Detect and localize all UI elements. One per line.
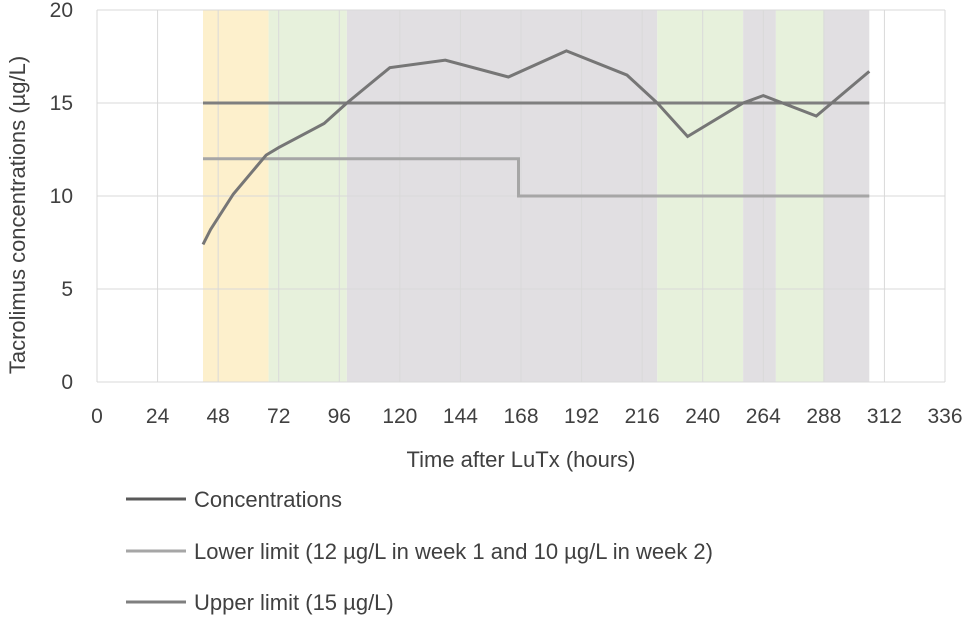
x-tick-label: 168 (503, 405, 538, 428)
x-tick-label: 0 (91, 405, 103, 428)
x-tick-label: 120 (382, 405, 417, 428)
x-tick-label: 144 (443, 405, 478, 428)
legend-label: Upper limit (15 µg/L) (194, 590, 394, 615)
x-tick-label: 288 (806, 405, 841, 428)
y-tick-label: 5 (61, 278, 73, 301)
legend-item: Concentrations (126, 487, 342, 512)
y-tick-label: 15 (50, 92, 73, 115)
legend: Concentrations Lower limit (12 µg/L in we… (126, 487, 713, 615)
legend-item: Lower limit (12 µg/L in week 1 and 10 µg… (126, 539, 713, 564)
y-tick-labels: 0 5 10 15 20 (50, 0, 73, 394)
x-tick-label: 96 (328, 405, 351, 428)
x-tick-label: 336 (927, 405, 962, 428)
x-tick-label: 312 (867, 405, 902, 428)
legend-label: Concentrations (194, 487, 342, 512)
x-tick-label: 72 (267, 405, 290, 428)
y-tick-label: 10 (50, 185, 73, 208)
series-lines (201, 49, 871, 246)
x-tick-label: 24 (146, 405, 170, 428)
y-tick-label: 0 (61, 371, 73, 394)
legend-item: Upper limit (15 µg/L) (126, 590, 394, 615)
legend-label: Lower limit (12 µg/L in week 1 and 10 µg… (194, 539, 713, 564)
y-axis-title: Tacrolimus concentrations (µg/L) (5, 56, 30, 374)
x-axis-title: Time after LuTx (hours) (406, 447, 635, 472)
concentrations-line (201, 49, 871, 246)
x-tick-label: 240 (685, 405, 720, 428)
x-tick-label: 48 (206, 405, 229, 428)
lower-limit-line (203, 157, 870, 198)
x-tick-label: 264 (746, 405, 781, 428)
x-tick-labels: 0 24 48 72 96 120 144 168 192 216 240 264 288 312 336 (91, 405, 962, 428)
x-tick-label: 192 (564, 405, 599, 428)
x-tick-label: 216 (625, 405, 660, 428)
y-tick-label: 20 (50, 0, 73, 22)
